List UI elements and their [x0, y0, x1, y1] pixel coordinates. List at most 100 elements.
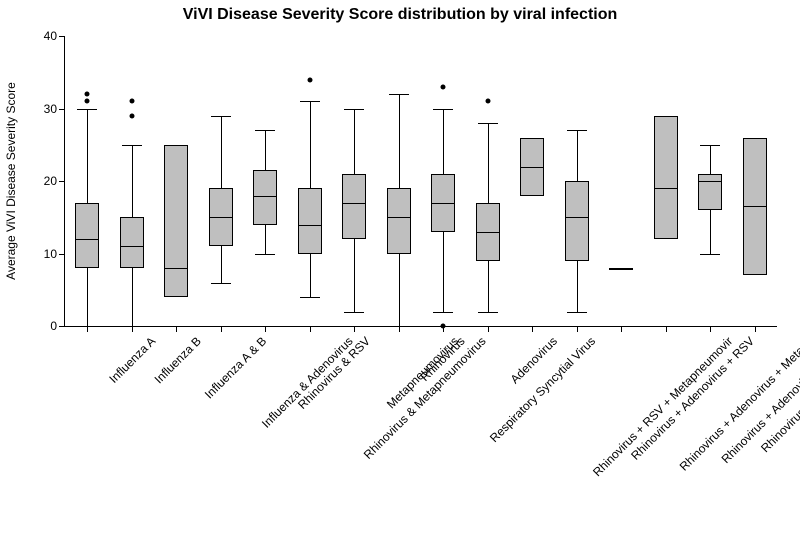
- x-tick-label: Rhinovirus + RSV + Metapneumovir: [590, 334, 735, 479]
- median-line: [654, 188, 678, 189]
- box: [654, 116, 678, 239]
- whisker-cap-lower: [478, 312, 498, 313]
- whisker-lower: [354, 239, 355, 312]
- x-tick-label: Rhinovirus & Metapneumovirus: [361, 334, 489, 462]
- x-tick: [265, 326, 266, 332]
- whisker-upper: [354, 109, 355, 174]
- y-tick-label: 20: [44, 174, 65, 188]
- box: [298, 188, 322, 253]
- whisker-lower: [577, 261, 578, 312]
- x-tick: [755, 326, 756, 332]
- median-line: [431, 203, 455, 204]
- x-tick: [354, 326, 355, 332]
- whisker-lower: [443, 232, 444, 312]
- box: [698, 174, 722, 210]
- y-tick-label: 30: [44, 102, 65, 116]
- whisker-upper: [132, 145, 133, 218]
- box: [75, 203, 99, 268]
- outlier-point: [85, 99, 90, 104]
- whisker-upper: [488, 123, 489, 203]
- median-line: [298, 225, 322, 226]
- box: [253, 170, 277, 224]
- whisker-lower: [710, 210, 711, 254]
- whisker-cap-lower: [567, 312, 587, 313]
- whisker-cap-lower: [77, 326, 97, 327]
- x-tick-label: Influenza & Adenovirus: [259, 334, 356, 431]
- x-tick: [577, 326, 578, 332]
- whisker-upper: [710, 145, 711, 174]
- median-line: [209, 217, 233, 218]
- median-line: [387, 217, 411, 218]
- whisker-cap-lower: [700, 254, 720, 255]
- outlier-point: [85, 92, 90, 97]
- median-line: [698, 181, 722, 182]
- x-tick: [621, 326, 622, 332]
- whisker-cap-upper: [433, 109, 453, 110]
- x-tick-label: Influenza A & B: [202, 334, 269, 401]
- outlier-point: [129, 113, 134, 118]
- median-line: [253, 196, 277, 197]
- median-line: [520, 167, 544, 168]
- box: [120, 217, 144, 268]
- whisker-lower: [87, 268, 88, 326]
- whisker-upper: [310, 101, 311, 188]
- y-tick-label: 0: [50, 319, 65, 333]
- whisker-cap-lower: [344, 312, 364, 313]
- whisker-cap-upper: [567, 130, 587, 131]
- chart-container: ViVI Disease Severity Score distribution…: [0, 0, 800, 546]
- plot-area: 010203040Influenza AInfluenza BInfluenza…: [64, 36, 777, 327]
- whisker-lower: [310, 254, 311, 298]
- whisker-upper: [443, 109, 444, 174]
- y-tick-label: 10: [44, 247, 65, 261]
- median-line: [75, 239, 99, 240]
- whisker-lower: [488, 261, 489, 312]
- x-tick: [488, 326, 489, 332]
- whisker-lower: [132, 268, 133, 326]
- chart-title: ViVI Disease Severity Score distribution…: [0, 6, 800, 24]
- whisker-cap-upper: [300, 101, 320, 102]
- whisker-upper: [87, 109, 88, 203]
- whisker-upper: [399, 94, 400, 188]
- box: [387, 188, 411, 253]
- whisker-upper: [577, 130, 578, 181]
- y-tick-label: 40: [44, 29, 65, 43]
- whisker-cap-upper: [255, 130, 275, 131]
- x-tick-label: Influenza A: [107, 334, 159, 386]
- whisker-cap-lower: [300, 297, 320, 298]
- x-tick: [532, 326, 533, 332]
- whisker-cap-lower: [122, 326, 142, 327]
- whisker-lower: [265, 225, 266, 254]
- y-axis-label-wrap: Average ViVI Disease Severity Score: [4, 36, 18, 326]
- median-line: [164, 268, 188, 269]
- outlier-point: [441, 84, 446, 89]
- outlier-point: [485, 99, 490, 104]
- whisker-cap-lower: [389, 326, 409, 327]
- outlier-point: [129, 99, 134, 104]
- outlier-point: [307, 77, 312, 82]
- whisker-cap-upper: [122, 145, 142, 146]
- whisker-upper: [221, 116, 222, 189]
- x-tick: [221, 326, 222, 332]
- x-tick: [176, 326, 177, 332]
- whisker-cap-upper: [211, 116, 231, 117]
- whisker-cap-upper: [389, 94, 409, 95]
- median-line: [476, 232, 500, 233]
- outlier-point: [441, 324, 446, 329]
- whisker-cap-upper: [77, 109, 97, 110]
- median-line: [743, 206, 767, 207]
- x-tick-label: Influenza B: [151, 334, 203, 386]
- median-line: [342, 203, 366, 204]
- x-tick: [310, 326, 311, 332]
- whisker-cap-upper: [344, 109, 364, 110]
- x-tick: [710, 326, 711, 332]
- whisker-cap-upper: [700, 145, 720, 146]
- box: [565, 181, 589, 261]
- x-tick: [666, 326, 667, 332]
- whisker-lower: [399, 254, 400, 327]
- median-line: [120, 246, 144, 247]
- whisker-cap-lower: [433, 312, 453, 313]
- box: [164, 145, 188, 297]
- whisker-upper: [265, 130, 266, 170]
- whisker-cap-upper: [478, 123, 498, 124]
- median-line: [565, 217, 589, 218]
